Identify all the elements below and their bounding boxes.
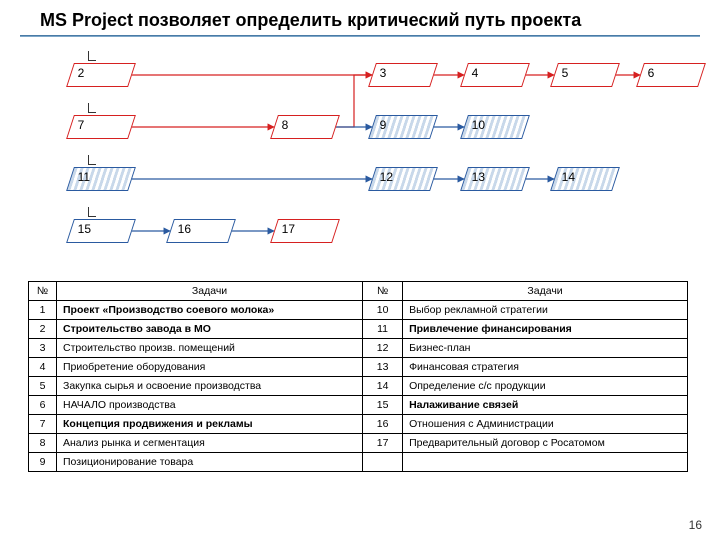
cell-num-left: 4 xyxy=(29,358,57,377)
cell-task-right: Предварительный договор с Росатомом xyxy=(403,434,688,453)
cell-num-left: 6 xyxy=(29,396,57,415)
cell-num-right: 10 xyxy=(363,301,403,320)
page-number: 16 xyxy=(689,518,702,532)
cell-task-right: Выбор рекламной стратегии xyxy=(403,301,688,320)
node-12: 12 xyxy=(368,167,438,191)
cell-num-right: 14 xyxy=(363,377,403,396)
cell-task-left: Строительство произв. помещений xyxy=(57,339,363,358)
node-15: 15 xyxy=(66,219,136,243)
cell-task-left: Приобретение оборудования xyxy=(57,358,363,377)
cell-num-left: 7 xyxy=(29,415,57,434)
node-2: 2 xyxy=(66,63,136,87)
node-17: 17 xyxy=(270,219,340,243)
cell-num-right: 15 xyxy=(363,396,403,415)
table-row: 1Проект «Производство соевого молока»10В… xyxy=(29,301,688,320)
col-num-1: № xyxy=(29,282,57,301)
col-num-2: № xyxy=(363,282,403,301)
table-header-row: № Задачи № Задачи xyxy=(29,282,688,301)
cell-task-right: Финансовая стратегия xyxy=(403,358,688,377)
cell-task-left: Строительство завода в МО xyxy=(57,320,363,339)
cell-num-right: 12 xyxy=(363,339,403,358)
node-16: 16 xyxy=(166,219,236,243)
node-5: 5 xyxy=(550,63,620,87)
critical-path-diagram: 234567891011121314151617 xyxy=(40,45,700,275)
cell-task-right xyxy=(403,453,688,472)
cell-task-right: Привлечение финансирования xyxy=(403,320,688,339)
node-10: 10 xyxy=(460,115,530,139)
cell-num-left: 2 xyxy=(29,320,57,339)
title-underline xyxy=(20,35,700,37)
cell-task-right: Отношения с Администрации xyxy=(403,415,688,434)
cell-task-right: Бизнес-план xyxy=(403,339,688,358)
node-11: 11 xyxy=(66,167,136,191)
cell-num-right: 16 xyxy=(363,415,403,434)
cell-task-left: Концепция продвижения и рекламы xyxy=(57,415,363,434)
table-row: 5Закупка сырья и освоение производства14… xyxy=(29,377,688,396)
col-task-2: Задачи xyxy=(403,282,688,301)
table-row: 3Строительство произв. помещений12Бизнес… xyxy=(29,339,688,358)
cell-num-left: 5 xyxy=(29,377,57,396)
cell-task-left: Анализ рынка и сегментация xyxy=(57,434,363,453)
tick-7 xyxy=(88,103,96,113)
cell-num-right xyxy=(363,453,403,472)
tick-15 xyxy=(88,207,96,217)
table-row: 8Анализ рынка и сегментация17Предварител… xyxy=(29,434,688,453)
node-8: 8 xyxy=(270,115,340,139)
cell-num-right: 11 xyxy=(363,320,403,339)
col-task-1: Задачи xyxy=(57,282,363,301)
task-table: № Задачи № Задачи 1Проект «Производство … xyxy=(28,281,688,472)
tick-11 xyxy=(88,155,96,165)
tick-2 xyxy=(88,51,96,61)
cell-num-left: 1 xyxy=(29,301,57,320)
cell-num-left: 8 xyxy=(29,434,57,453)
cell-task-left: НАЧАЛО производства xyxy=(57,396,363,415)
cell-task-left: Закупка сырья и освоение производства xyxy=(57,377,363,396)
cell-num-right: 13 xyxy=(363,358,403,377)
edge-8-3 xyxy=(336,75,372,127)
cell-task-left: Позиционирование товара xyxy=(57,453,363,472)
table-row: 4Приобретение оборудования13Финансовая с… xyxy=(29,358,688,377)
table-row: 9Позиционирование товара xyxy=(29,453,688,472)
cell-task-left: Проект «Производство соевого молока» xyxy=(57,301,363,320)
table-row: 7Концепция продвижения и рекламы16Отноше… xyxy=(29,415,688,434)
node-3: 3 xyxy=(368,63,438,87)
node-6: 6 xyxy=(636,63,706,87)
cell-num-left: 9 xyxy=(29,453,57,472)
table-row: 6НАЧАЛО производства15Налаживание связей xyxy=(29,396,688,415)
node-7: 7 xyxy=(66,115,136,139)
cell-task-right: Налаживание связей xyxy=(403,396,688,415)
node-4: 4 xyxy=(460,63,530,87)
cell-num-left: 3 xyxy=(29,339,57,358)
node-9: 9 xyxy=(368,115,438,139)
node-13: 13 xyxy=(460,167,530,191)
page-title: MS Project позволяет определить критичес… xyxy=(0,0,720,35)
table-row: 2Строительство завода в МО11Привлечение … xyxy=(29,320,688,339)
cell-task-right: Определение с/с продукции xyxy=(403,377,688,396)
node-14: 14 xyxy=(550,167,620,191)
cell-num-right: 17 xyxy=(363,434,403,453)
